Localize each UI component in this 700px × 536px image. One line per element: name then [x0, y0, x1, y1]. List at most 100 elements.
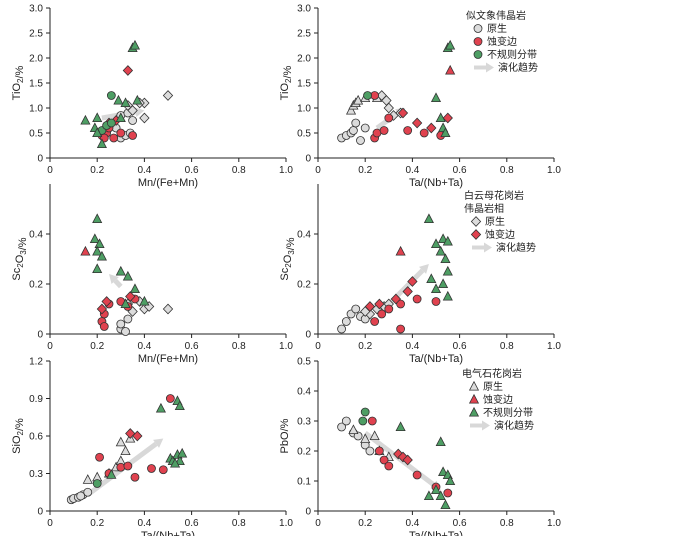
data-point	[397, 107, 409, 119]
data-point	[369, 430, 380, 441]
data-point	[440, 253, 451, 264]
data-point	[82, 474, 93, 484]
legend-label: 原生	[485, 215, 505, 228]
data-point	[92, 245, 103, 256]
x-tick-label: 0.4	[405, 518, 419, 529]
data-point	[113, 94, 124, 105]
y-axis-label: Sc2O3/%	[11, 237, 29, 280]
x-tick-label: 0.8	[232, 518, 246, 529]
x-tick-label: 0	[47, 341, 53, 352]
data-point	[92, 213, 103, 224]
legend-label: 演化趋势	[494, 419, 534, 432]
data-point	[435, 490, 446, 501]
data-point	[96, 138, 107, 149]
data-point	[379, 126, 389, 135]
data-point	[116, 128, 126, 138]
ylabel-part: 2	[284, 263, 293, 268]
x-tick-label: 0.8	[500, 165, 514, 176]
ylabel-part: 2	[16, 430, 25, 435]
panel-p4: 0 0.2 0.4 0.6 0.8 1.000.20.4Ta/(Nb+Ta)Sc2O3/%	[279, 184, 561, 365]
y-axis-label: SiO2/%	[11, 418, 26, 454]
data-point	[367, 416, 377, 426]
data-point	[379, 455, 389, 465]
x-tick-label: 0.8	[232, 341, 246, 352]
panel-p2: 0 0.2 0.4 0.6 0.8 1.0 0 0.5 1.0 1.5 2.0 2.5 3.0 Ta/(N…	[279, 4, 561, 190]
data-point	[442, 112, 453, 124]
data-point	[122, 270, 133, 281]
y-tick-label: 1.5	[297, 79, 311, 90]
data-point	[128, 116, 138, 125]
x-tick-label: 0	[47, 518, 53, 529]
data-point	[348, 424, 359, 435]
data-point	[442, 265, 453, 276]
x-tick-label: 0	[315, 165, 321, 176]
y-tick-label: 0.2	[297, 447, 311, 458]
data-point	[115, 112, 126, 122]
y-tick-label: 0	[37, 507, 43, 518]
data-point	[407, 276, 418, 287]
data-point	[402, 454, 413, 466]
data-point	[348, 126, 358, 135]
y-tick-label: 0.2	[297, 280, 311, 291]
data-point	[132, 94, 143, 105]
data-point	[411, 117, 423, 129]
data-point	[120, 97, 131, 107]
data-point	[115, 265, 126, 276]
ylabel-part: 2	[16, 263, 25, 268]
ylabel-part: /%	[17, 237, 29, 250]
data-point	[139, 295, 150, 306]
data-point	[162, 303, 174, 315]
legend-label: 蚀变边	[487, 35, 517, 48]
y-tick-label: 0.2	[29, 280, 43, 291]
ylabel-part: O	[282, 254, 294, 263]
data-point	[412, 294, 422, 304]
data-point	[92, 127, 103, 138]
data-point	[89, 233, 100, 244]
data-point	[341, 416, 351, 426]
data-point	[129, 39, 141, 50]
ylabel-part: 3	[19, 250, 28, 255]
ylabel-part: /%	[14, 418, 26, 431]
trend-arrow-head	[419, 264, 429, 274]
x-tick-label: 1.0	[547, 518, 561, 529]
legend-title: 伟晶岩相	[464, 202, 504, 215]
x-tick-label: 0.4	[137, 518, 151, 529]
x-tick-label: 1.0	[279, 518, 293, 529]
data-point	[430, 283, 442, 294]
x-tick-label: 1.0	[279, 341, 293, 352]
data-point	[96, 303, 108, 315]
y-tick-label: 1.0	[297, 104, 311, 115]
x-tick-label: 0.4	[137, 341, 151, 352]
data-point	[125, 291, 136, 302]
data-point	[92, 112, 103, 122]
data-point	[80, 114, 91, 125]
data-point	[174, 400, 185, 411]
y-tick-label: 0.5	[297, 129, 311, 140]
data-point	[396, 299, 406, 309]
data-point	[435, 112, 446, 122]
legend-label: 演化趋势	[496, 241, 536, 254]
data-point	[430, 484, 442, 495]
legend-label: 不规则分带	[487, 48, 537, 61]
ylabel-part: /%	[285, 237, 297, 250]
y-tick-label: 1.5	[29, 79, 43, 90]
data-point	[393, 448, 404, 460]
legend-label: 蚀变边	[483, 393, 513, 406]
data-point	[139, 112, 150, 124]
x-tick-label: 0.2	[358, 518, 372, 529]
data-point	[430, 92, 442, 102]
trend-arrow-shaft	[113, 278, 123, 289]
data-point	[128, 131, 138, 140]
data-point	[445, 475, 456, 486]
x-tick-label: 0.8	[232, 165, 246, 176]
data-point	[96, 250, 107, 261]
data-point	[383, 102, 394, 114]
data-point	[423, 490, 434, 501]
data-point	[130, 472, 140, 482]
y-tick-label: 1.2	[29, 357, 43, 368]
data-point	[106, 469, 117, 479]
y-tick-label: 2.5	[29, 29, 43, 40]
ylabel-part: O	[14, 254, 26, 263]
x-tick-label: 1.0	[279, 165, 293, 176]
